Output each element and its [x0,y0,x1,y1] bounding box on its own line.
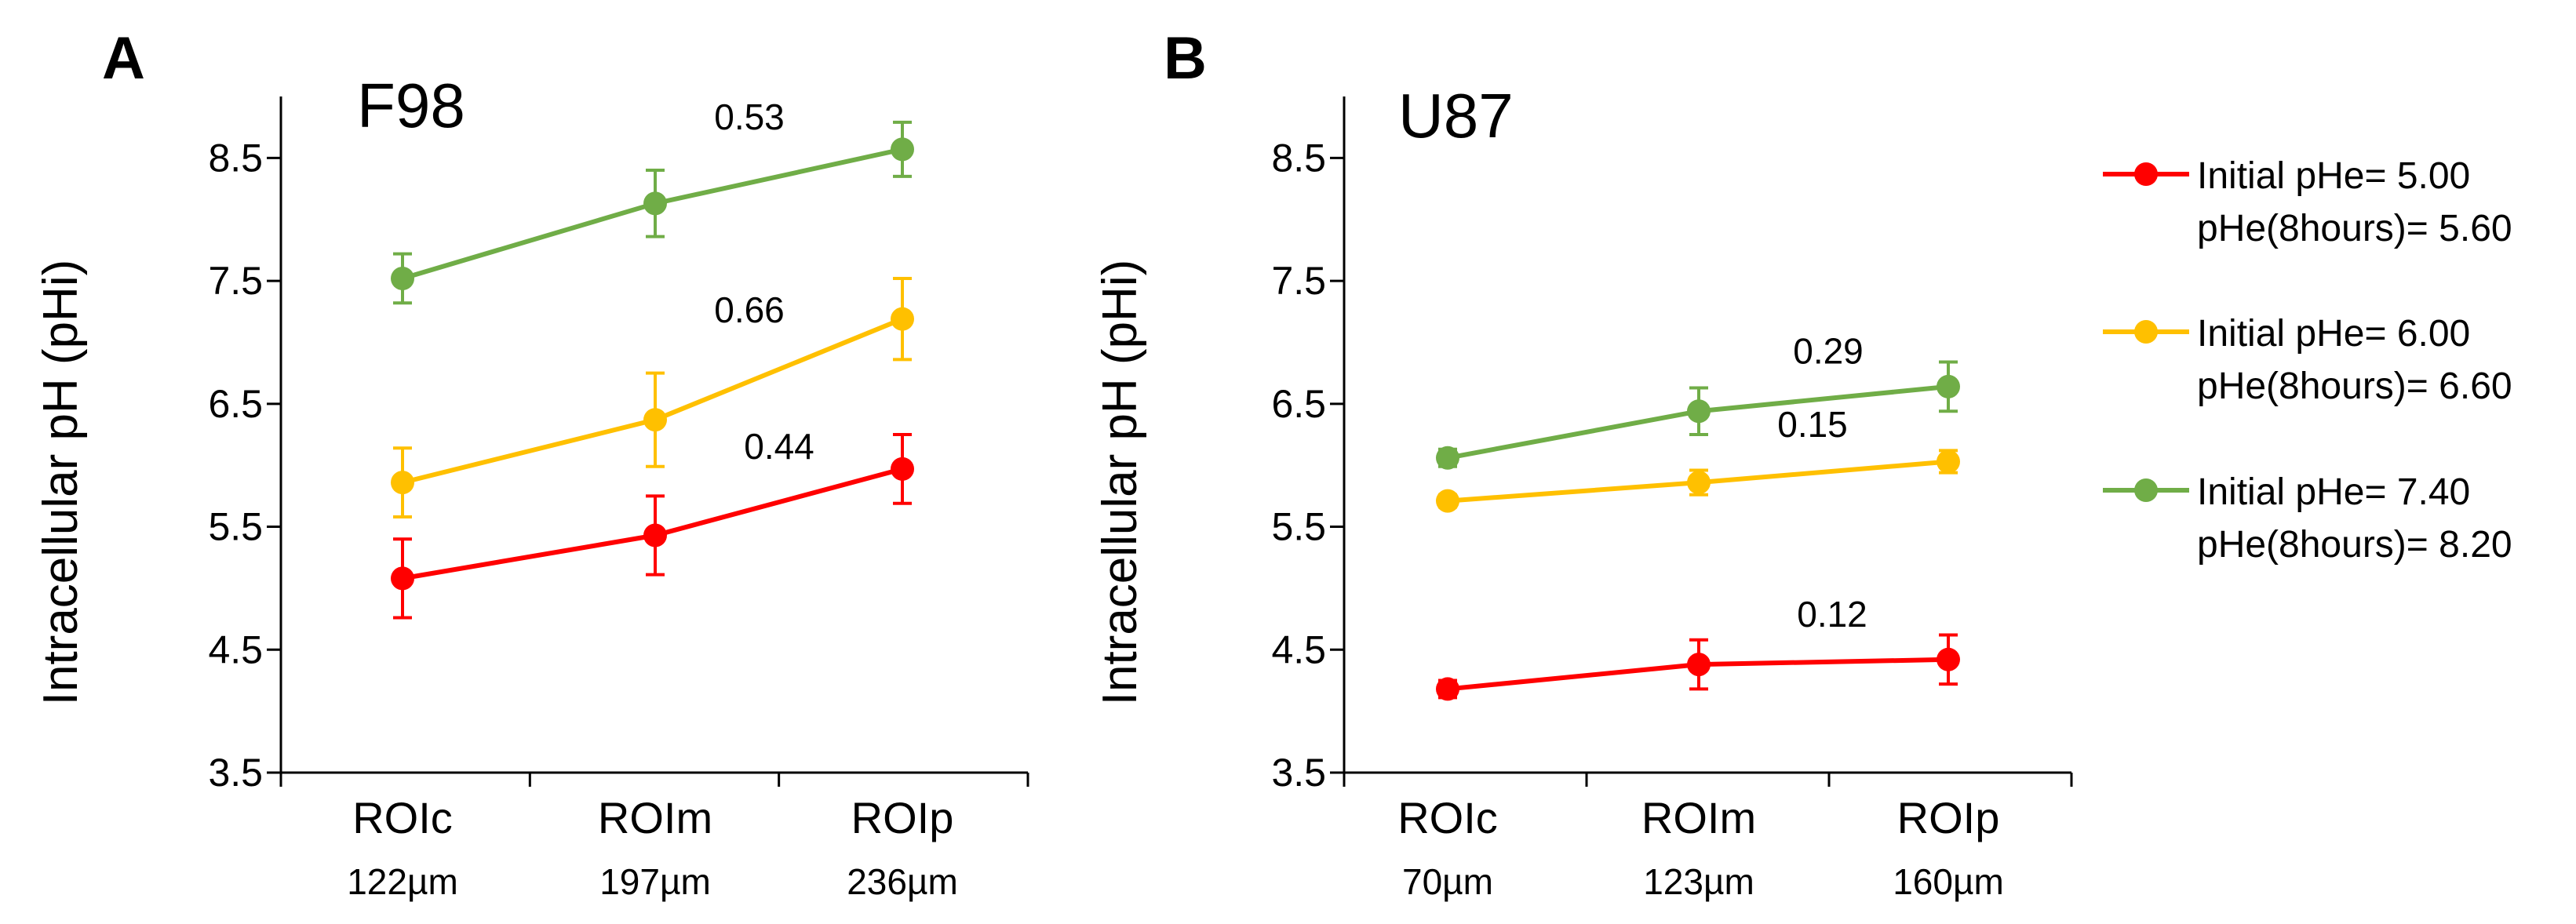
data-point-red [1937,647,1960,671]
panel-b: B U87 Intracellular pH (pHi) 3.5 4.5 5.5 6.… [1093,25,2073,902]
y-tick-label: 3.5 [1271,751,1326,795]
y-tick-label: 8.5 [208,136,263,180]
y-tick-label: 8.5 [1271,136,1326,180]
y-axis-label-a: Intracellular pH (pHi) [34,260,88,706]
y-tick-label: 3.5 [208,751,263,795]
chart-title-a: F98 [357,71,465,140]
x-category-label: ROIc [352,793,453,842]
data-point-yellow [1937,449,1960,474]
data-point-green [1687,399,1711,424]
y-tick-label: 7.5 [208,259,263,303]
x-category-sublabel: 122µm [347,861,458,902]
x-category-sublabel: 236µm [847,861,958,902]
x-category-label: ROIm [598,793,712,842]
y-tick-label: 5.5 [208,505,263,549]
data-point-green [891,137,914,162]
data-point-red [1436,677,1459,701]
legend-marker-yellow [2134,320,2158,344]
legend: Initial pHe= 5.00 pHe(8hours)= 5.60 Init… [2103,155,2512,566]
x-category-label: ROIp [1897,793,2000,842]
chart-title-b: U87 [1398,81,1514,151]
y-tick-label: 4.5 [208,628,263,671]
series-line-yellow [402,316,904,486]
y-tick-label: 6.5 [208,382,263,426]
y-tick-label: 7.5 [1271,259,1326,303]
legend-marker-red [2134,162,2158,186]
legend-line1-red: Initial pHe= 5.00 [2197,155,2470,197]
y-tick-label: 6.5 [1271,382,1326,426]
x-category-sublabel: 123µm [1643,861,1754,902]
x-category-sublabel: 197µm [599,861,711,902]
x-category-label: ROIm [1641,793,1756,842]
legend-line2-yellow: pHe(8hours)= 6.60 [2197,366,2512,407]
legend-marker-green [2134,478,2158,502]
x-category-sublabel: 70µm [1402,861,1493,902]
data-point-red [643,523,667,547]
legend-line1-yellow: Initial pHe= 6.00 [2197,313,2470,355]
legend-entry-red: Initial pHe= 5.00 pHe(8hours)= 5.60 [2103,155,2512,249]
panel-label-a: A [102,25,145,92]
legend-entry-green: Initial pHe= 7.40 pHe(8hours)= 8.20 [2103,471,2512,566]
legend-line2-green: pHe(8hours)= 8.20 [2197,524,2512,566]
data-point-yellow [891,307,914,331]
legend-line2-red: pHe(8hours)= 5.60 [2197,208,2512,249]
series-line-red [402,466,903,581]
y-tick-label: 5.5 [1271,505,1326,549]
annotation-green: 0.53 [714,96,785,137]
data-point-yellow [391,471,414,495]
annotation-yellow: 0.66 [714,289,785,330]
legend-entry-yellow: Initial pHe= 6.00 pHe(8hours)= 6.60 [2103,313,2512,407]
data-point-green [391,266,414,290]
data-point-yellow [1436,489,1459,513]
annotation-red: 0.44 [744,426,814,467]
panel-a: A F98 Intracellular pH (pHi) 3.5 4.5 5.5 6.… [34,25,1029,902]
annotation-yellow: 0.15 [1777,404,1848,445]
legend-line1-green: Initial pHe= 7.40 [2197,471,2470,513]
y-tick-label: 4.5 [1271,628,1326,671]
data-point-red [891,457,914,481]
x-category-sublabel: 160µm [1893,861,2004,902]
data-point-green [1436,446,1459,470]
data-point-red [391,566,414,591]
data-point-green [1937,374,1960,398]
annotation-red: 0.12 [1797,594,1867,635]
panel-label-b: B [1164,25,1207,92]
data-point-yellow [643,408,667,432]
annotation-green: 0.29 [1793,331,1864,372]
x-category-label: ROIp [851,793,954,842]
x-category-label: ROIc [1397,793,1498,842]
data-point-yellow [1687,471,1711,495]
data-point-green [643,191,667,216]
y-axis-label-b: Intracellular pH (pHi) [1093,260,1147,706]
data-point-red [1687,653,1711,677]
